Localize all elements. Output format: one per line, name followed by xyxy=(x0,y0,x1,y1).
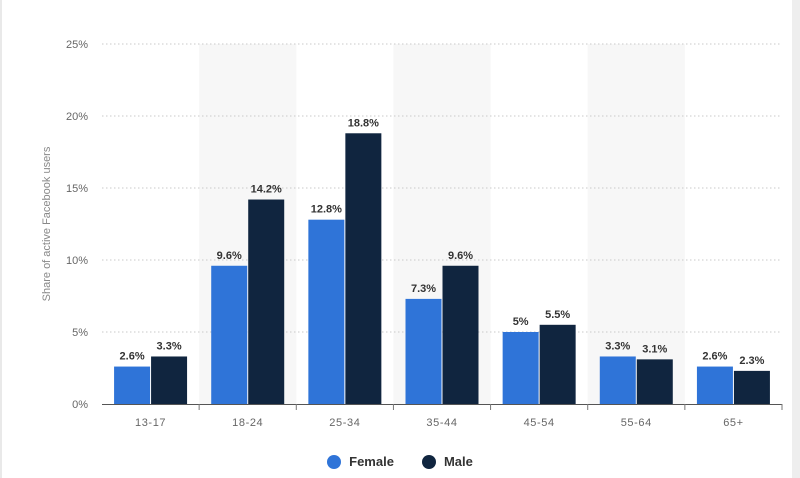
x-tick-label-35-44: 35-44 xyxy=(426,417,457,429)
y-tick-label: 15% xyxy=(66,183,88,195)
data-label-female-45-54: 5% xyxy=(513,316,529,328)
bar-female-55-64 xyxy=(599,356,636,404)
bar-male-25-34 xyxy=(345,133,382,404)
legend-label-male: Male xyxy=(443,454,473,469)
legend-swatch-female xyxy=(327,454,342,469)
data-label-male-13-17: 3.3% xyxy=(157,340,182,352)
data-label-male-18-24: 14.2% xyxy=(251,184,282,196)
x-tick-label-65+: 65+ xyxy=(723,417,743,429)
x-tick-label-55-64: 55-64 xyxy=(621,417,652,429)
bar-male-55-64 xyxy=(636,359,673,404)
bar-female-18-24 xyxy=(211,265,248,404)
data-label-male-35-44: 9.6% xyxy=(448,250,473,262)
bar-male-45-54 xyxy=(539,324,576,404)
data-label-female-65+: 2.6% xyxy=(702,351,727,363)
data-label-male-45-54: 5.5% xyxy=(545,309,570,321)
data-label-female-35-44: 7.3% xyxy=(411,283,436,295)
data-label-male-65+: 2.3% xyxy=(739,355,764,367)
data-label-female-13-17: 2.6% xyxy=(120,351,145,363)
x-tick-label-25-34: 25-34 xyxy=(329,417,360,429)
data-label-female-55-64: 3.3% xyxy=(605,340,630,352)
x-tick-label-13-17: 13-17 xyxy=(135,417,166,429)
legend-label-female: Female xyxy=(349,454,394,469)
y-tick-label: 20% xyxy=(66,111,88,123)
bar-male-65+ xyxy=(733,370,770,404)
data-label-female-25-34: 12.8% xyxy=(311,204,342,216)
data-label-male-25-34: 18.8% xyxy=(348,117,379,129)
y-axis-title: Share of active Facebook users xyxy=(41,146,53,301)
bar-male-18-24 xyxy=(248,199,285,404)
y-tick-label: 10% xyxy=(66,255,88,267)
legend: Female Male xyxy=(0,454,800,469)
x-tick-label-45-54: 45-54 xyxy=(524,417,555,429)
y-tick-label: 25% xyxy=(66,39,88,51)
legend-item-female[interactable]: Female xyxy=(327,454,394,469)
bar-female-13-17 xyxy=(114,366,151,404)
legend-swatch-male xyxy=(421,454,436,469)
y-tick-label: 5% xyxy=(72,327,88,339)
bar-female-45-54 xyxy=(502,332,539,404)
legend-item-male[interactable]: Male xyxy=(421,454,473,469)
bar-male-35-44 xyxy=(442,265,479,404)
x-tick-label-18-24: 18-24 xyxy=(232,417,263,429)
data-label-male-55-64: 3.1% xyxy=(642,343,667,355)
category-band-55-64 xyxy=(587,44,685,404)
bar-female-35-44 xyxy=(405,298,442,404)
bar-male-13-17 xyxy=(151,356,188,404)
y-tick-label: 0% xyxy=(72,399,88,411)
bar-female-65+ xyxy=(696,366,733,404)
bar-female-25-34 xyxy=(308,219,345,404)
data-label-female-18-24: 9.6% xyxy=(217,250,242,262)
